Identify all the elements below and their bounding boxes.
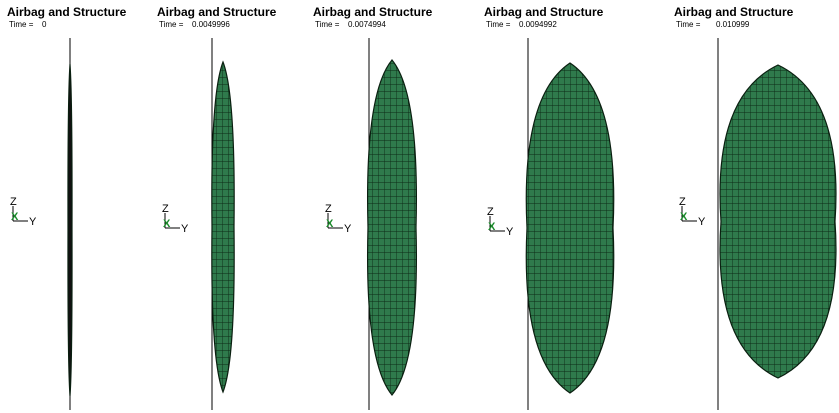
triad-x-label: X bbox=[488, 221, 496, 233]
panel-title: Airbag and Structure bbox=[484, 5, 604, 19]
time-label: Time = bbox=[315, 20, 340, 29]
triad-y-label: Y bbox=[506, 226, 514, 238]
airbag bbox=[525, 62, 615, 394]
triad-z-label: Z bbox=[10, 196, 17, 208]
panel-title: Airbag and Structure bbox=[7, 5, 127, 19]
triad-y-label: Y bbox=[698, 216, 706, 228]
time-label: Time = bbox=[486, 20, 511, 29]
triad-x-label: X bbox=[163, 218, 171, 230]
triad-z-label: Z bbox=[325, 203, 332, 215]
panel-title: Airbag and Structure bbox=[313, 5, 433, 19]
time-value: 0.0049996 bbox=[192, 20, 230, 29]
triad-y-label: Y bbox=[344, 223, 352, 235]
time-label: Time = bbox=[159, 20, 184, 29]
airbag bbox=[211, 60, 235, 394]
time-label: Time = bbox=[676, 20, 701, 29]
time-value: 0 bbox=[42, 20, 47, 29]
panel-title: Airbag and Structure bbox=[157, 5, 277, 19]
time-value: 0.0074994 bbox=[348, 20, 386, 29]
triad-y-label: Y bbox=[181, 223, 189, 235]
time-value: 0.010999 bbox=[716, 20, 750, 29]
triad-z-label: Z bbox=[487, 206, 494, 218]
triad-z-label: Z bbox=[679, 196, 686, 208]
time-value: 0.0094992 bbox=[519, 20, 557, 29]
triad-y-label: Y bbox=[29, 216, 37, 228]
panel-title: Airbag and Structure bbox=[674, 5, 794, 19]
triad-z-label: Z bbox=[162, 203, 169, 215]
time-label: Time = bbox=[9, 20, 34, 29]
triad-x-label: X bbox=[11, 211, 19, 223]
airbag bbox=[367, 59, 417, 396]
triad-x-label: X bbox=[680, 211, 688, 223]
airbag bbox=[719, 64, 837, 379]
triad-x-label: X bbox=[326, 218, 334, 230]
airbag bbox=[67, 63, 73, 397]
